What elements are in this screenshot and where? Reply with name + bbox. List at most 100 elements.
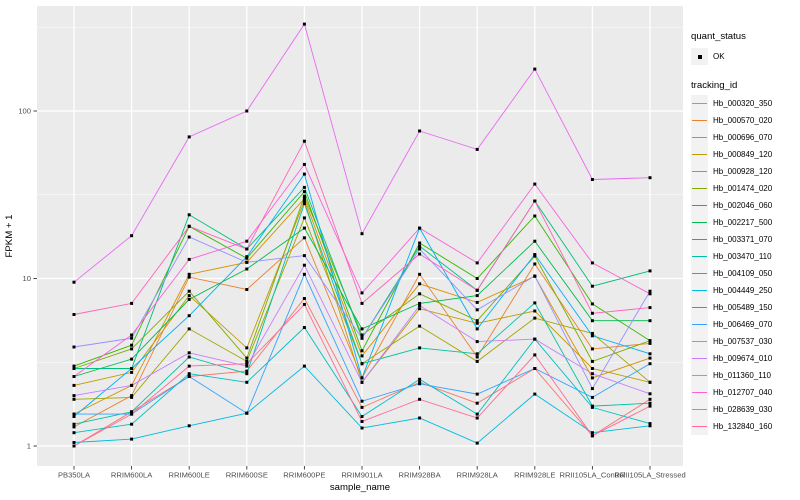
y-tick-label: 10 (23, 274, 31, 283)
data-point (418, 377, 422, 381)
data-point (245, 256, 249, 260)
data-point (130, 394, 134, 398)
data-point (418, 226, 422, 230)
data-point (72, 397, 76, 401)
data-point (245, 372, 249, 376)
data-point (302, 185, 306, 189)
legend-key (691, 112, 708, 129)
legend-label: Hb_005489_150 (713, 303, 773, 312)
legend-key (691, 95, 708, 112)
legend-key (691, 316, 708, 333)
x-tick-label: RRIM600SE (226, 471, 268, 480)
data-point (187, 275, 191, 279)
data-point (418, 241, 422, 245)
data-point (360, 426, 364, 430)
legend-label: Hb_000849_120 (713, 150, 773, 159)
data-point (302, 162, 306, 166)
data-point (648, 356, 652, 360)
data-point (72, 444, 76, 448)
data-point (245, 288, 249, 291)
x-tick-label: RRII105LA_Stressed (614, 471, 685, 480)
data-point (533, 337, 537, 341)
legend-color-line-icon (692, 102, 707, 105)
data-point (533, 182, 537, 186)
data-point (187, 224, 191, 228)
data-point (533, 301, 537, 305)
x-tick-label: PB350LA (58, 471, 91, 480)
data-point (245, 359, 249, 363)
data-point (72, 367, 76, 370)
legend-title-tracking-id: tracking_id (691, 80, 738, 91)
data-point (360, 399, 364, 403)
legend-color-line-icon (692, 204, 707, 207)
data-point (130, 367, 134, 370)
data-point (360, 415, 364, 418)
data-point (187, 355, 191, 359)
data-point (187, 424, 191, 428)
data-point (590, 178, 594, 181)
data-point (418, 416, 422, 420)
data-point (187, 297, 191, 301)
data-point (187, 294, 191, 298)
data-point (302, 236, 306, 240)
data-point (245, 362, 249, 366)
point-marker-icon (697, 54, 702, 59)
data-point (187, 135, 191, 139)
data-point (475, 327, 479, 331)
legend-label: Hb_028639_030 (713, 405, 773, 414)
data-point (475, 277, 479, 280)
data-point (590, 311, 594, 315)
data-point (475, 340, 479, 344)
data-point (302, 197, 306, 201)
data-point (475, 355, 479, 359)
data-point (533, 67, 537, 71)
data-point (590, 284, 594, 288)
data-point (187, 314, 191, 318)
legend-entry-Hb_002046_060: Hb_002046_060 (691, 197, 799, 214)
legend-label: Hb_012707_040 (713, 388, 773, 397)
data-point (130, 422, 134, 426)
legend-key (691, 129, 708, 146)
legend-entry-Hb_000849_120: Hb_000849_120 (691, 146, 799, 163)
data-point (648, 319, 652, 323)
data-point (130, 333, 134, 337)
data-point (130, 357, 134, 361)
data-point (590, 395, 594, 399)
data-point (245, 356, 249, 360)
data-point (72, 383, 76, 387)
legend-key (691, 197, 708, 214)
data-point (475, 308, 479, 312)
legend-color-line-icon (692, 391, 707, 394)
data-point (130, 437, 134, 441)
data-point (302, 326, 306, 329)
data-point (360, 327, 364, 331)
data-point (187, 213, 191, 217)
legend-key (691, 214, 708, 231)
x-tick-label: RRIM600LE (169, 471, 210, 480)
data-point (245, 255, 249, 259)
legend-color-line-icon (692, 238, 707, 241)
data-point (302, 199, 306, 203)
data-point (418, 382, 422, 386)
legend-color-line-icon (692, 136, 707, 139)
legend-label: Hb_002217_500 (713, 218, 773, 227)
legend-key (691, 299, 708, 316)
legend-label: Hb_004109_050 (713, 269, 773, 278)
data-point (360, 232, 364, 236)
x-axis-title: sample_name (330, 482, 390, 493)
data-point (130, 383, 134, 387)
y-axis-title: FPKM + 1 (4, 215, 15, 258)
data-point (648, 289, 652, 293)
data-point (187, 272, 191, 276)
data-point (648, 306, 652, 310)
legend-entry-Hb_009674_010: Hb_009674_010 (691, 350, 799, 367)
data-point (72, 313, 76, 316)
data-point (418, 129, 422, 133)
data-point (418, 282, 422, 286)
data-point (533, 214, 537, 218)
legend-color-line-icon (692, 119, 707, 122)
data-point (360, 354, 364, 358)
legend-color-line-icon (692, 425, 707, 428)
legend-color-line-icon (692, 340, 707, 343)
